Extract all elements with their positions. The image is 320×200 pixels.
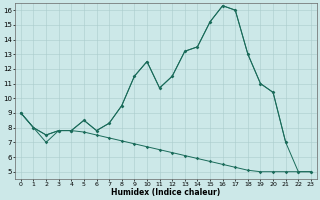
X-axis label: Humidex (Indice chaleur): Humidex (Indice chaleur) [111,188,220,197]
